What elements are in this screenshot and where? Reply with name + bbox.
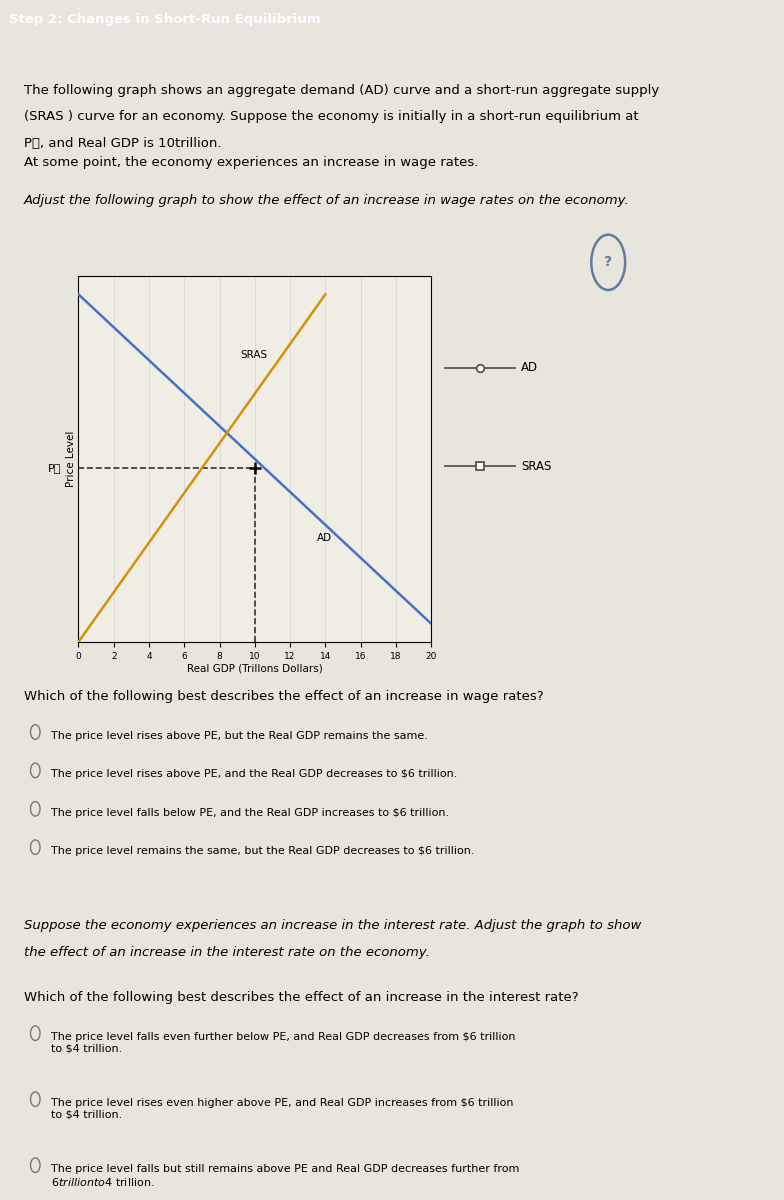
Text: P₞, and Real GDP is 10trillion.: P₞, and Real GDP is 10trillion. bbox=[24, 137, 221, 150]
Text: The following graph shows an aggregate demand (AD) curve and a short-run aggrega: The following graph shows an aggregate d… bbox=[24, 84, 659, 97]
Text: SRAS: SRAS bbox=[241, 350, 268, 360]
X-axis label: Real GDP (Trillons Dollars): Real GDP (Trillons Dollars) bbox=[187, 664, 323, 673]
Text: the effect of an increase in the interest rate on the economy.: the effect of an increase in the interes… bbox=[24, 946, 430, 959]
Text: The price level falls below PE, and the Real GDP increases to $6 trillion.: The price level falls below PE, and the … bbox=[51, 808, 449, 817]
Text: ?: ? bbox=[604, 256, 612, 269]
Text: AD: AD bbox=[317, 533, 332, 544]
Text: Adjust the following graph to show the effect of an increase in wage rates on th: Adjust the following graph to show the e… bbox=[24, 194, 630, 208]
Text: P₞: P₞ bbox=[47, 463, 61, 473]
Text: The price level rises even higher above PE, and Real GDP increases from $6 trill: The price level rises even higher above … bbox=[51, 1098, 514, 1120]
Text: The price level remains the same, but the Real GDP decreases to $6 trillion.: The price level remains the same, but th… bbox=[51, 846, 474, 856]
Text: Step 2: Changes in Short-Run Equilibrium: Step 2: Changes in Short-Run Equilibrium bbox=[9, 13, 321, 25]
Text: Suppose the economy experiences an increase in the interest rate. Adjust the gra: Suppose the economy experiences an incre… bbox=[24, 919, 641, 932]
Text: The price level rises above PE, but the Real GDP remains the same.: The price level rises above PE, but the … bbox=[51, 731, 428, 740]
Text: Which of the following best describes the effect of an increase in wage rates?: Which of the following best describes th… bbox=[24, 690, 543, 703]
Text: At some point, the economy experiences an increase in wage rates.: At some point, the economy experiences a… bbox=[24, 156, 478, 169]
Text: (SRAS ) curve for an economy. Suppose the economy is initially in a short-run eq: (SRAS ) curve for an economy. Suppose th… bbox=[24, 110, 638, 124]
Text: SRAS: SRAS bbox=[521, 460, 552, 473]
Text: The price level falls even further below PE, and Real GDP decreases from $6 tril: The price level falls even further below… bbox=[51, 1032, 515, 1054]
Text: The price level falls but still remains above PE and Real GDP decreases further : The price level falls but still remains … bbox=[51, 1164, 519, 1188]
Text: The price level rises above PE, and the Real GDP decreases to $6 trillion.: The price level rises above PE, and the … bbox=[51, 769, 457, 779]
Y-axis label: Price Level: Price Level bbox=[66, 431, 75, 487]
Text: Which of the following best describes the effect of an increase in the interest : Which of the following best describes th… bbox=[24, 991, 578, 1004]
Text: AD: AD bbox=[521, 361, 539, 374]
